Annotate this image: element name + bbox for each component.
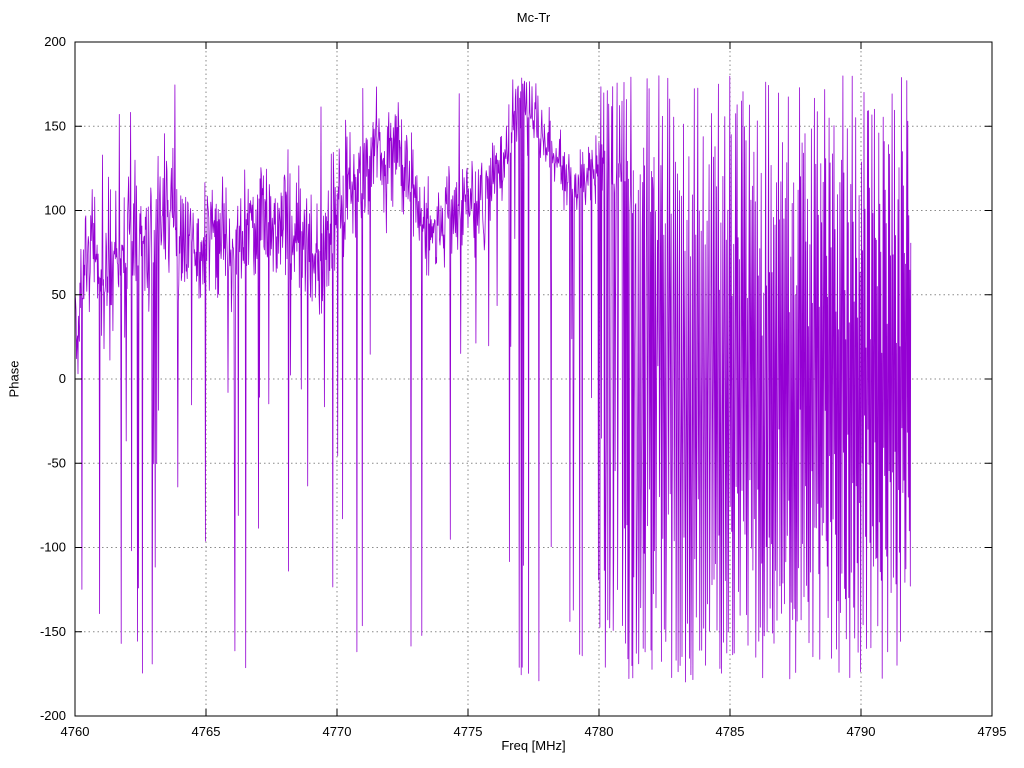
y-tick-label: 200 [44,34,66,49]
x-tick-label: 4770 [323,724,352,739]
y-tick-label: -200 [40,708,66,723]
x-tick-label: 4780 [585,724,614,739]
x-tick-label: 4765 [192,724,221,739]
y-tick-label: 150 [44,118,66,133]
y-tick-label: -100 [40,540,66,555]
y-tick-label: -50 [47,455,66,470]
x-tick-label: 4790 [847,724,876,739]
x-tick-label: 4785 [716,724,745,739]
y-tick-label: -150 [40,624,66,639]
x-tick-label: 4775 [454,724,483,739]
x-tick-label: 4760 [61,724,90,739]
x-axis-title: Freq [MHz] [501,738,566,753]
x-tick-label: 4795 [978,724,1007,739]
y-tick-label: 100 [44,203,66,218]
y-tick-label: 0 [59,371,66,386]
chart-title: Mc-Tr [516,10,551,25]
phase-trace [74,75,912,683]
y-tick-label: 50 [52,287,66,302]
